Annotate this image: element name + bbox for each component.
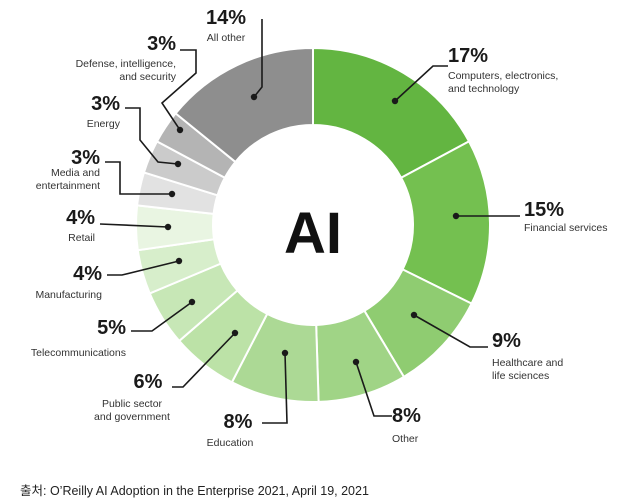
leader-dot	[452, 212, 460, 220]
data-label-value: 3%	[147, 33, 176, 55]
leader-line	[394, 65, 448, 102]
leader-line	[355, 361, 392, 417]
data-label-category: Media and entertainment	[36, 167, 100, 192]
leader-line	[262, 352, 288, 424]
leader-line	[99, 223, 169, 228]
leader-line	[160, 49, 197, 131]
leader-line	[131, 301, 193, 332]
data-label-value: 8%	[224, 411, 253, 433]
data-label-value: 5%	[97, 317, 126, 339]
leader-line	[125, 107, 179, 165]
data-label-category: Healthcare and life sciences	[492, 357, 563, 382]
data-label-category: Computers, electronics, and technology	[448, 70, 558, 95]
leader-dot	[250, 93, 258, 101]
leader-dot	[176, 126, 184, 134]
leader-dot	[410, 311, 418, 319]
data-label-category: Education	[207, 437, 254, 449]
leader-dot	[352, 358, 360, 366]
leader-line	[413, 314, 488, 348]
data-label-category: All other	[207, 32, 246, 44]
data-label-value: 14%	[206, 7, 246, 29]
data-label-category: Retail	[68, 232, 95, 244]
leader-dot	[188, 298, 196, 306]
leader-line	[107, 260, 180, 276]
data-label-category: Public sector and government	[94, 398, 170, 423]
leader-line	[253, 19, 263, 98]
source-caption: 출처: O’Reilly AI Adoption in the Enterpri…	[20, 484, 369, 498]
data-label-value: 8%	[392, 405, 421, 427]
data-label-value: 6%	[134, 371, 163, 393]
data-label-value: 4%	[73, 263, 102, 285]
leader-dot	[175, 257, 183, 265]
leader-dot	[168, 190, 176, 198]
leader-dot	[391, 97, 399, 105]
data-label-category: Defense, intelligence, and security	[76, 58, 177, 83]
donut-chart: 17% Computers, electronics, and technology…	[31, 7, 608, 449]
data-label-category: Other	[392, 433, 419, 445]
donut-slice	[312, 46, 471, 180]
data-label-value: 3%	[71, 147, 100, 169]
leader-dot	[281, 349, 289, 357]
data-label-value: 15%	[524, 199, 564, 221]
data-label-category: Financial services	[524, 222, 607, 234]
data-label-category: Telecommunications	[31, 347, 126, 359]
data-label-category: Energy	[87, 118, 121, 130]
leader-dot	[174, 160, 182, 168]
leader-dot	[231, 329, 239, 337]
leader-line	[105, 161, 172, 195]
data-label-value: 9%	[492, 330, 521, 352]
donut-slice	[174, 46, 314, 164]
data-label-value: 3%	[91, 93, 120, 115]
leader-line	[172, 332, 236, 388]
data-label-value: 4%	[66, 207, 95, 229]
data-label-value: 17%	[448, 45, 488, 67]
leader-dot	[164, 223, 172, 231]
data-label-category: Manufacturing	[35, 289, 102, 301]
center-label: AI	[284, 201, 342, 266]
